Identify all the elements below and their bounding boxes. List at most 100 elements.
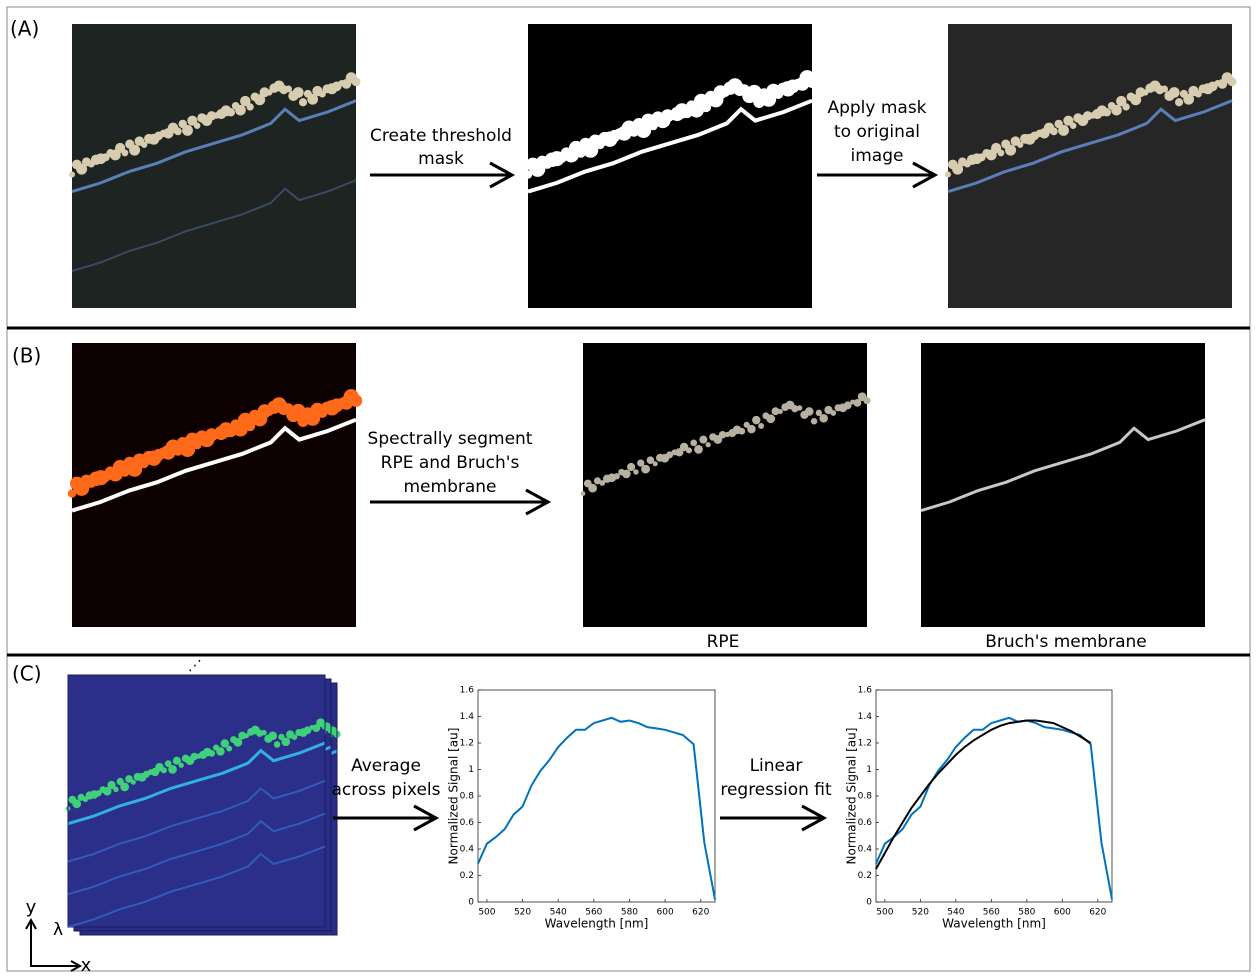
rpe-granule [810,417,818,425]
rpe-granule [240,95,251,107]
membrane [71,417,357,513]
coord-axes [30,922,78,967]
rpe-granule [791,405,799,413]
image-bg [72,343,356,627]
rpe-granule [1183,93,1195,105]
rpe-granule [746,84,762,101]
caption: Bruch's membrane [985,632,1147,652]
rpe-granule [351,77,361,87]
rpe-granule [285,85,293,93]
rpe-granule [805,75,819,88]
rpe-granule [830,410,837,416]
step-text: mask [418,149,464,169]
step-text: membrane [403,477,496,497]
rpe-granule [256,729,264,737]
panel-label: (A) [10,17,39,41]
image-bg [948,24,1232,308]
rpe-granule [652,461,658,467]
rpe-granule [120,782,130,792]
step-text: Create threshold [370,126,512,146]
rpe-granule [121,149,129,157]
texture [67,812,326,896]
frame [6,6,1251,972]
rpe-granule [220,739,230,748]
rpe-granule [1135,87,1146,98]
rpe-granule [1017,141,1024,148]
rpe-granule [699,435,708,444]
rpe-granule [1050,127,1058,136]
rpe-granule [178,762,184,768]
image-bg [68,675,325,927]
x-tick-label: 500 [876,908,893,918]
membrane [527,98,813,194]
step-text: Apply mask [827,98,926,118]
rpe-granule [694,445,703,454]
membrane [67,741,326,826]
rpe-granule [174,127,182,136]
step-text: Average [351,756,421,776]
rpe-granule [1168,87,1180,98]
rpe-granule [804,407,814,416]
rpe-granule [238,731,247,740]
rpe-granule [72,799,82,809]
rpe-granule [246,103,254,111]
image-layer [65,24,1237,936]
step-text: Linear [750,756,803,776]
y-tick-label: 0.6 [460,818,475,828]
rpe-granule [190,752,199,761]
rpe-granule [69,171,75,178]
rpe-granule [141,141,148,148]
y-tick-label: 0 [468,898,474,908]
rpe-granule [244,733,250,739]
y-tick-label: 1.4 [858,712,873,722]
rpe-granule [523,170,533,179]
y-axis-label: Normalized Signal [au] [447,728,461,865]
rpe-granule [226,745,233,752]
rpe-granule [208,749,216,757]
rpe-granule [125,775,133,783]
chart: 500 520 540 560 580 600 620 0 0.2 0.4 0.6 0.8 1 1.2 1.… [447,686,716,931]
stack-edge [67,674,326,928]
x-tick-label: 620 [692,908,709,918]
arrows [25,161,939,972]
rpe-granule [303,726,312,735]
x-tick-label: 540 [550,908,567,918]
y-tick-label: 1.6 [460,686,475,696]
y-tick-label: 1.2 [460,739,474,749]
arrow-head [25,917,37,930]
rpe-granule [67,489,77,498]
x-tick-label: 560 [983,908,1000,918]
rpe-granule [318,90,326,98]
x-axis-label: Wavelength [nm] [545,917,649,931]
rpe-granule [815,409,823,417]
rpe-granule [1174,98,1184,107]
series-line [875,719,1092,870]
y-axis-label: Normalized Signal [au] [845,728,859,865]
y-tick-label: 0.8 [858,792,873,802]
rpe-granule [758,422,765,429]
arrow-head [489,161,516,189]
rpe-granule [685,447,692,454]
rpe-granule [261,729,267,736]
image-bg [921,343,1205,627]
rpe-granule [1122,103,1130,111]
chart: 500 520 540 560 580 600 620 0 0.2 0.4 0.6 0.8 1 1.2 1.… [845,686,1113,931]
rpe-granule [997,149,1005,157]
y-tick-label: 1.2 [858,739,872,749]
arrow-head [801,804,828,832]
rpe-granule [1116,95,1127,107]
rpe-granule [843,401,852,410]
arrow-head [413,804,440,832]
rpe-granule [599,480,606,486]
series-line [477,716,716,900]
micrograph [69,24,361,308]
rpe-granule [226,108,236,117]
rpe-granule [747,424,756,434]
y-tick-label: 0.6 [858,818,873,828]
micrograph [945,24,1237,308]
rpe-granule [172,756,181,765]
micrograph [67,343,363,627]
rpe-granule [743,421,750,428]
rpe-granule [621,469,631,479]
